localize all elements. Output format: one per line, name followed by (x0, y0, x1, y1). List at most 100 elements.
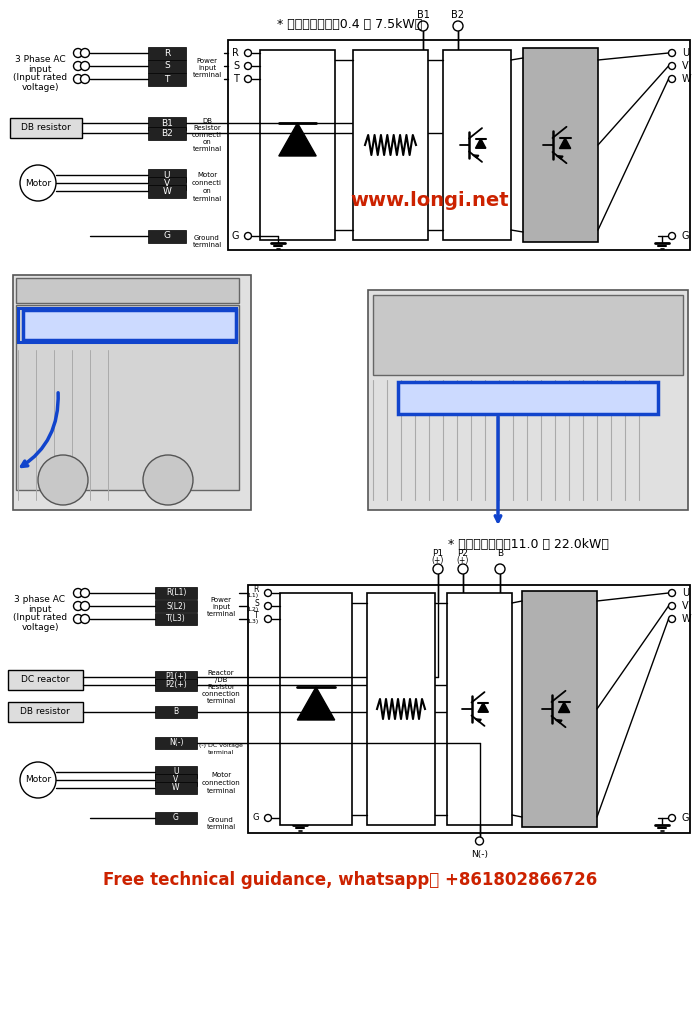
Text: T(L3): T(L3) (166, 614, 186, 624)
Text: voltage): voltage) (21, 623, 59, 632)
Circle shape (80, 75, 90, 84)
Polygon shape (298, 687, 335, 720)
Circle shape (668, 814, 676, 821)
Bar (522, 591, 597, 827)
Bar (443, 50, 511, 240)
Text: U: U (164, 171, 170, 179)
Circle shape (74, 48, 83, 57)
Bar (155, 587, 197, 599)
Bar (148, 177, 186, 190)
Bar (13, 275, 251, 510)
Text: DC reactor: DC reactor (21, 676, 69, 684)
Circle shape (418, 22, 428, 31)
Bar (10, 118, 82, 138)
Bar (148, 73, 186, 86)
Bar (8, 670, 83, 690)
Text: input: input (28, 65, 52, 74)
Text: B: B (174, 708, 178, 717)
Text: T: T (254, 611, 259, 621)
Text: connecti: connecti (192, 180, 222, 186)
Text: (L3): (L3) (246, 620, 259, 625)
Text: U: U (682, 48, 689, 58)
Text: terminal: terminal (208, 750, 234, 755)
Text: P2(+): P2(+) (165, 681, 187, 689)
Circle shape (244, 76, 251, 83)
Text: N(-): N(-) (169, 738, 183, 748)
Text: Motor: Motor (197, 172, 217, 178)
Text: V: V (682, 61, 689, 71)
Text: P1(+): P1(+) (165, 673, 187, 682)
Polygon shape (473, 155, 479, 158)
Bar (8, 702, 83, 722)
Polygon shape (475, 719, 482, 722)
Text: terminal: terminal (193, 72, 222, 78)
Circle shape (74, 75, 83, 84)
Circle shape (265, 590, 272, 597)
Circle shape (668, 62, 676, 70)
Text: * 电源端子接线（0.4 ～ 7.5kW）: * 电源端子接线（0.4 ～ 7.5kW） (277, 17, 423, 31)
Circle shape (80, 48, 90, 57)
Polygon shape (475, 138, 486, 148)
Text: www.longi.net: www.longi.net (351, 190, 510, 210)
Text: B2: B2 (452, 10, 465, 20)
Circle shape (495, 564, 505, 574)
Text: T: T (164, 75, 169, 84)
Text: DB resistor: DB resistor (21, 124, 71, 132)
Circle shape (668, 602, 676, 609)
Text: terminal: terminal (206, 611, 236, 617)
Polygon shape (555, 720, 562, 723)
Bar (248, 585, 690, 833)
Bar (447, 593, 512, 825)
Bar (155, 812, 197, 824)
Polygon shape (559, 138, 570, 148)
Bar (148, 127, 186, 140)
Text: (L2): (L2) (246, 606, 259, 611)
Circle shape (20, 762, 56, 798)
Text: S: S (254, 598, 259, 607)
Circle shape (80, 589, 90, 597)
Bar (16, 278, 239, 303)
Circle shape (244, 49, 251, 56)
Bar (367, 593, 435, 825)
Circle shape (668, 76, 676, 83)
Text: DB: DB (202, 118, 212, 124)
Text: Free technical guidance, whatsapp： +861802866726: Free technical guidance, whatsapp： +8618… (103, 871, 597, 889)
Bar (148, 169, 186, 182)
Bar (155, 737, 197, 749)
Text: terminal: terminal (193, 242, 222, 248)
Text: Motor: Motor (211, 772, 231, 778)
Text: S: S (233, 61, 239, 71)
Text: connecti: connecti (192, 132, 222, 138)
Text: R: R (253, 586, 259, 595)
Text: G: G (232, 231, 239, 241)
Text: terminal: terminal (193, 146, 222, 152)
Text: DB resistor: DB resistor (20, 708, 70, 717)
Text: U: U (174, 768, 178, 776)
Circle shape (20, 165, 56, 201)
Text: terminal: terminal (206, 788, 236, 794)
Text: R(L1): R(L1) (166, 589, 186, 597)
Circle shape (74, 601, 83, 610)
Circle shape (80, 614, 90, 624)
Circle shape (458, 564, 468, 574)
Text: G: G (682, 813, 690, 823)
Text: B1: B1 (161, 119, 173, 128)
Text: (Input rated: (Input rated (13, 74, 67, 83)
Text: V: V (682, 601, 689, 611)
Bar (23, 310, 236, 340)
Text: Power: Power (211, 597, 232, 603)
Text: Motor: Motor (25, 775, 51, 784)
Bar (148, 117, 186, 130)
Text: B2: B2 (161, 128, 173, 137)
Text: Reactor: Reactor (208, 670, 234, 676)
Text: (L1): (L1) (247, 594, 259, 598)
Circle shape (38, 455, 88, 505)
Text: (-) DC voltage: (-) DC voltage (199, 742, 243, 748)
Text: V: V (164, 178, 170, 187)
Text: on: on (202, 139, 211, 145)
Circle shape (433, 564, 443, 574)
Text: W: W (682, 74, 692, 84)
Text: on: on (202, 188, 211, 194)
Circle shape (74, 61, 83, 71)
Bar (155, 706, 197, 718)
